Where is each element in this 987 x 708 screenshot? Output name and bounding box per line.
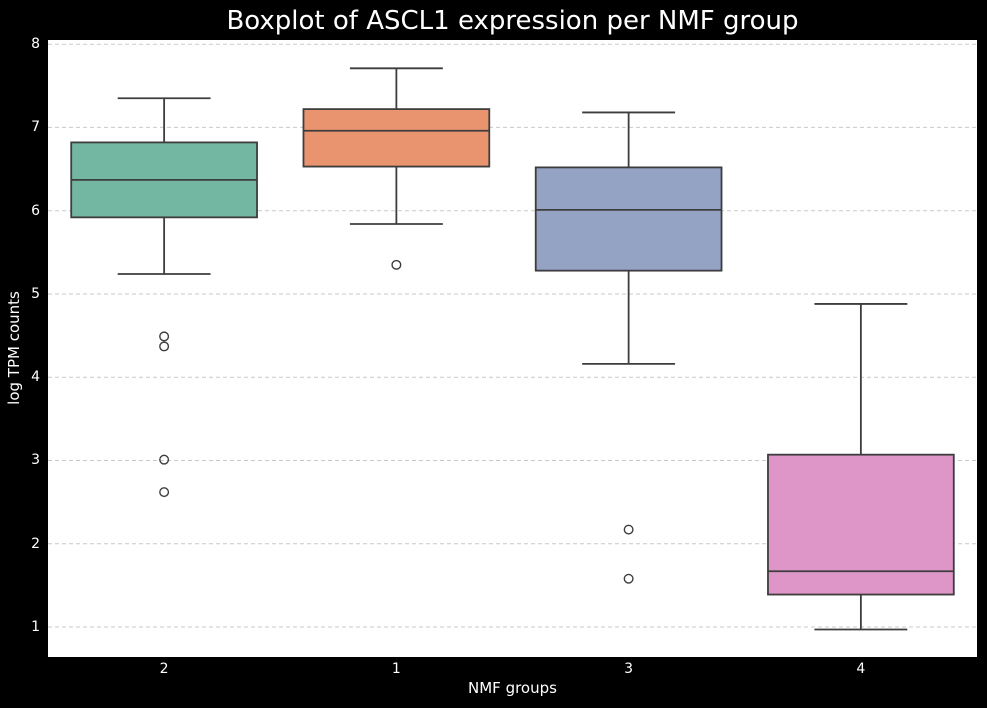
x-tick-label: 3 [624, 661, 634, 677]
x-tick-label: 2 [159, 661, 169, 677]
outlier-point [159, 331, 170, 342]
y-tick-label: 1 [31, 619, 40, 636]
outlier-point [159, 341, 170, 352]
chart-title: Boxplot of ASCL1 expression per NMF grou… [226, 6, 799, 36]
outlier-point [159, 487, 170, 498]
y-tick-label: 2 [31, 535, 40, 552]
y-axis-label: log TPM counts [5, 291, 23, 405]
outlier-point [159, 454, 170, 465]
y-tick-label: 4 [31, 369, 40, 386]
box [302, 108, 491, 168]
plot-area [48, 40, 977, 657]
outlier-point [623, 573, 634, 584]
y-tick-label: 3 [31, 452, 40, 469]
y-tick-label: 8 [31, 36, 40, 53]
box [534, 166, 723, 272]
y-tick-label: 7 [31, 119, 40, 136]
x-tick-label: 1 [391, 661, 401, 677]
y-tick-label: 6 [31, 202, 40, 219]
y-tick-label: 5 [31, 285, 40, 302]
x-tick-label: 4 [856, 661, 866, 677]
boxplot-canvas [48, 43, 977, 631]
box [767, 453, 955, 596]
outlier-point [623, 524, 634, 535]
outlier-point [391, 259, 402, 270]
x-axis-label: NMF groups [468, 679, 557, 697]
